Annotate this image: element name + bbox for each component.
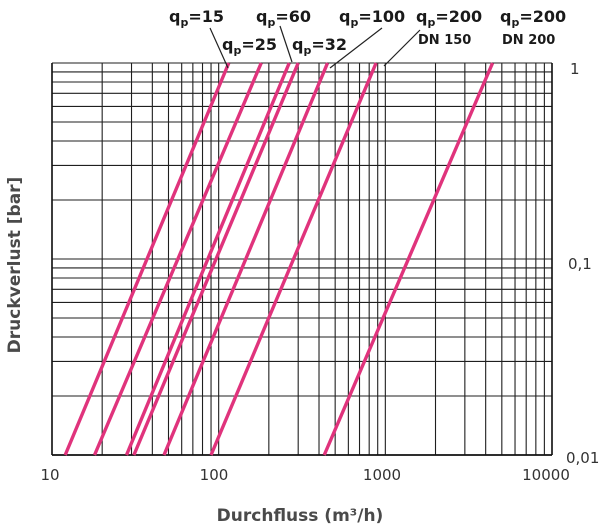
- curve-label: qp=60: [256, 7, 311, 29]
- series-lines: [63, 62, 495, 456]
- leader-line: [209, 27, 229, 69]
- series-line: [63, 62, 231, 456]
- x-tick-label: 1000: [363, 466, 401, 484]
- curve-labels: qp=15 qp=25 qp=60 qp=32 qp=100 qp=200 DN 150 qp…: [169, 7, 566, 57]
- series-line: [209, 62, 378, 456]
- leader-line: [329, 27, 383, 69]
- series-line: [322, 62, 495, 456]
- series-line: [132, 62, 300, 456]
- leader-line: [279, 25, 293, 63]
- curve-label: qp=15: [169, 7, 224, 29]
- curve-label: qp=200: [500, 7, 566, 29]
- leader-line: [383, 29, 421, 67]
- y-tick-label: 0,1: [568, 255, 592, 273]
- x-tick-label: 10: [40, 466, 59, 484]
- curve-label-sub: DN 200: [502, 33, 555, 48]
- grid: [51, 62, 553, 456]
- curve-label: qp=200: [416, 7, 482, 29]
- curve-label: qp=100: [339, 7, 405, 29]
- series-line: [124, 62, 291, 456]
- x-axis-title: Durchfluss (m³/h): [217, 506, 384, 526]
- y-axis-title: Druckverlust [bar]: [5, 177, 25, 354]
- x-tick-label: 100: [200, 466, 229, 484]
- curve-label-sub: DN 150: [418, 33, 471, 48]
- series-line: [162, 62, 330, 456]
- y-tick-label: 1: [570, 60, 580, 78]
- x-tick-label: 10000: [522, 466, 570, 484]
- label-leaders: [209, 25, 421, 69]
- curve-label: qp=25: [222, 35, 277, 57]
- series-line: [92, 62, 263, 456]
- curve-label: qp=32: [292, 35, 347, 57]
- y-tick-label: 0,01: [566, 449, 599, 467]
